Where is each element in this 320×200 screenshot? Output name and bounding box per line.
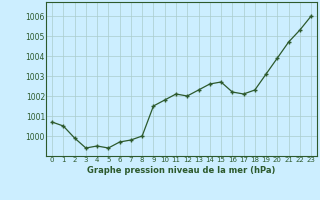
X-axis label: Graphe pression niveau de la mer (hPa): Graphe pression niveau de la mer (hPa) (87, 166, 276, 175)
